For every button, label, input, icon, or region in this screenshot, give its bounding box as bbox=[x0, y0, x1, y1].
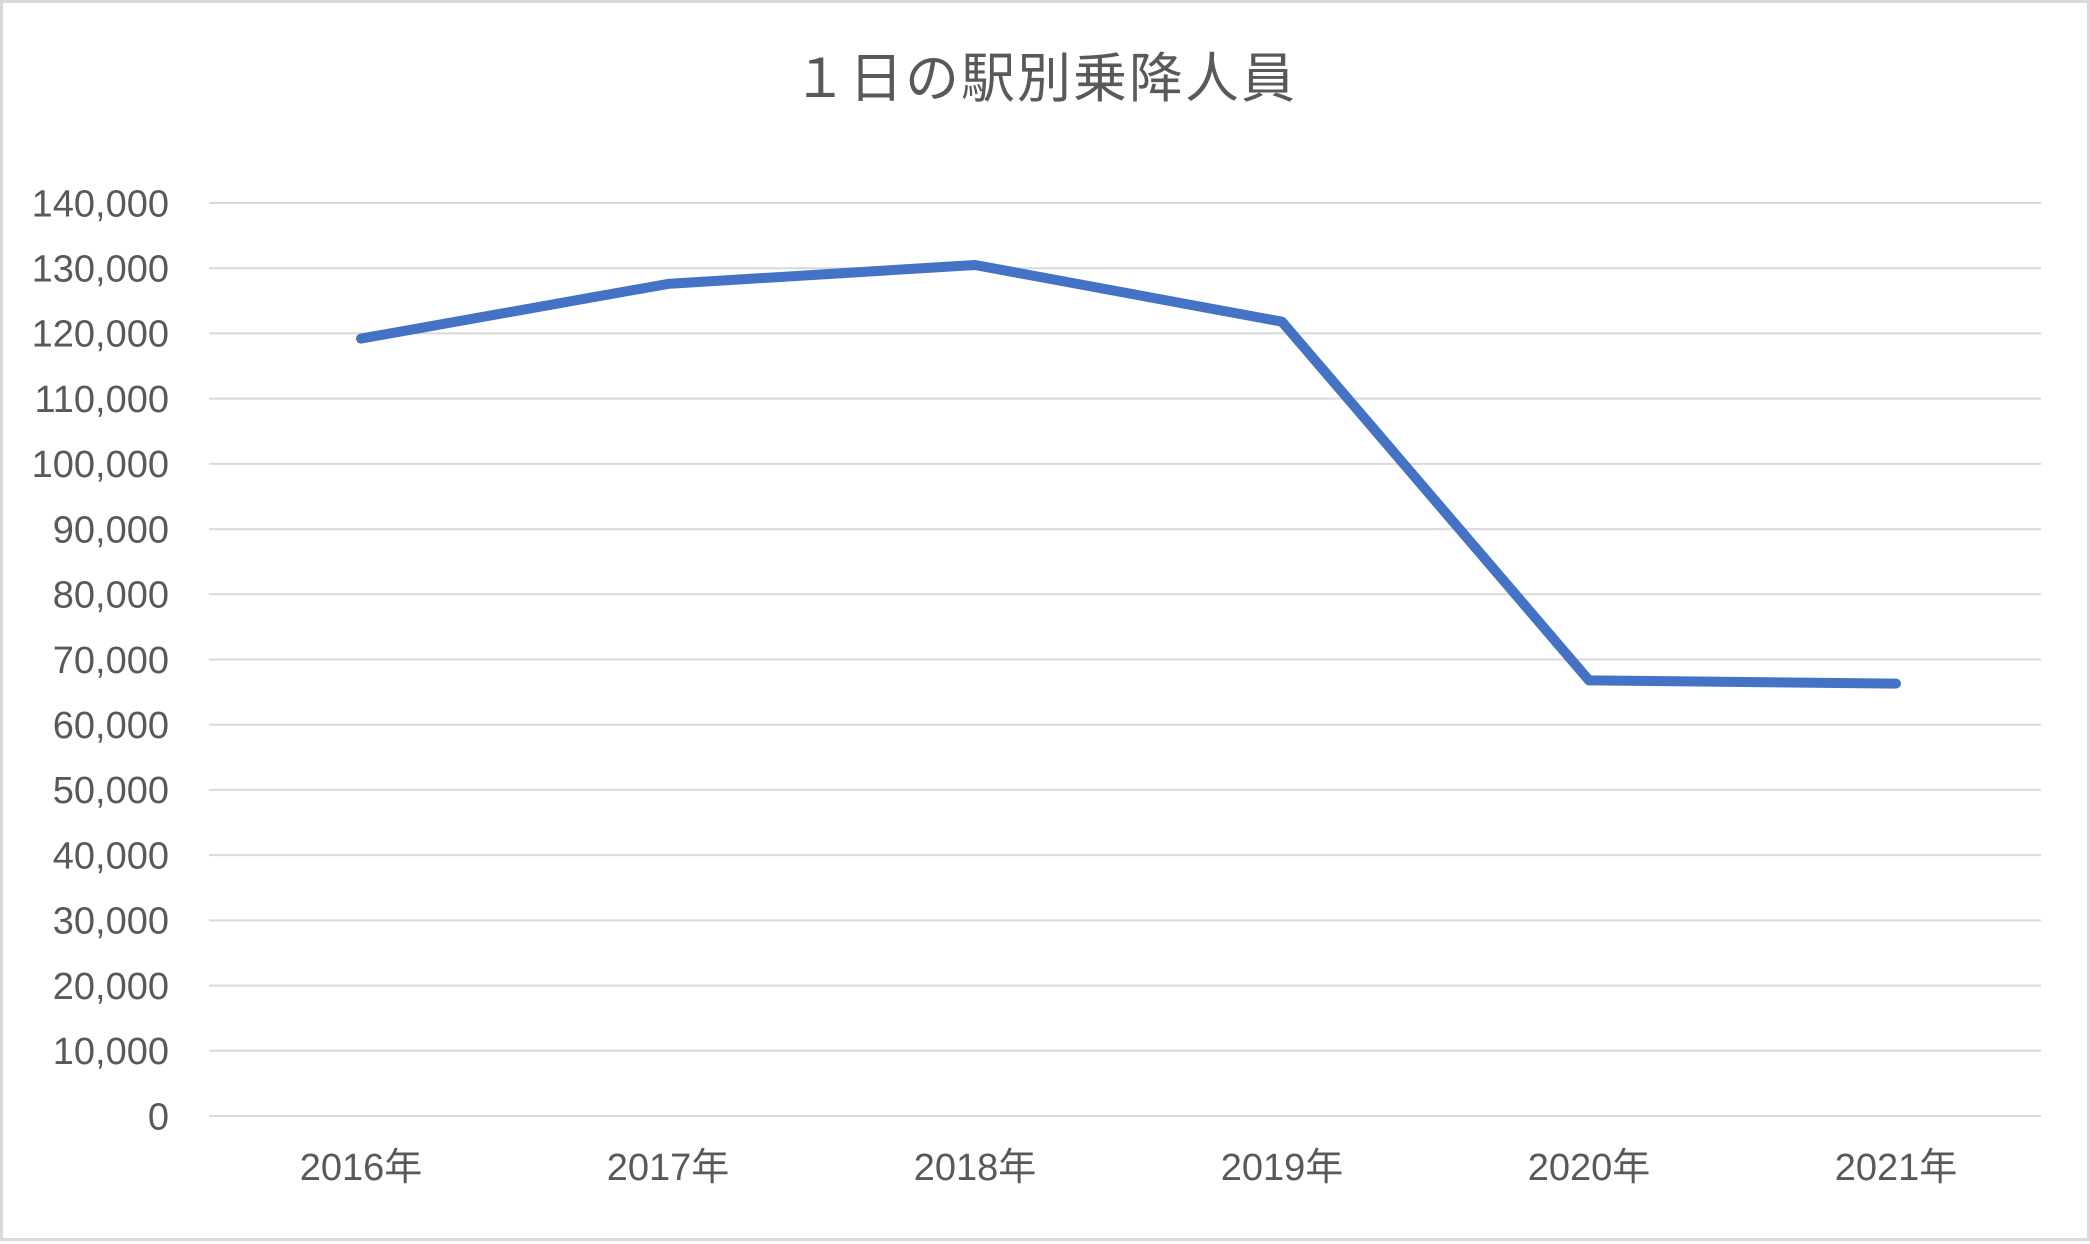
y-tick-label: 110,000 bbox=[34, 379, 169, 421]
y-tick-label: 30,000 bbox=[53, 901, 169, 943]
y-tick-label: 80,000 bbox=[53, 575, 169, 617]
x-axis-labels: 2016年 2017年 2018年 2019年 2020年 2021年 bbox=[300, 1147, 1958, 1189]
y-tick-label: 90,000 bbox=[53, 509, 169, 551]
y-tick-label: 40,000 bbox=[53, 835, 169, 877]
chart-title: １日の駅別乗降人員 bbox=[793, 49, 1297, 109]
y-tick-label: 60,000 bbox=[53, 705, 169, 747]
y-tick-label: 50,000 bbox=[53, 770, 169, 812]
line-chart: 0 10,000 20,000 30,000 40,000 50,000 60,000 70,… bbox=[32, 183, 2041, 1189]
x-tick-label: 2016年 bbox=[300, 1147, 423, 1189]
y-tick-label: 0 bbox=[148, 1096, 169, 1138]
x-tick-label: 2018年 bbox=[914, 1147, 1037, 1189]
x-tick-label: 2021年 bbox=[1835, 1147, 1958, 1189]
y-tick-label: 120,000 bbox=[32, 314, 169, 356]
y-tick-label: 100,000 bbox=[32, 444, 169, 486]
series-line bbox=[356, 260, 1901, 689]
y-tick-label: 130,000 bbox=[32, 249, 169, 291]
x-tick-label: 2020年 bbox=[1528, 1147, 1651, 1189]
y-tick-label: 20,000 bbox=[53, 966, 169, 1008]
x-tick-label: 2019年 bbox=[1221, 1147, 1344, 1189]
x-tick-label: 2017年 bbox=[607, 1147, 730, 1189]
y-tick-label: 70,000 bbox=[53, 640, 169, 682]
y-axis-labels: 0 10,000 20,000 30,000 40,000 50,000 60,000 70,… bbox=[32, 183, 169, 1138]
y-tick-label: 10,000 bbox=[53, 1031, 169, 1073]
y-tick-label: 140,000 bbox=[32, 183, 169, 225]
gridlines bbox=[209, 202, 2041, 1117]
